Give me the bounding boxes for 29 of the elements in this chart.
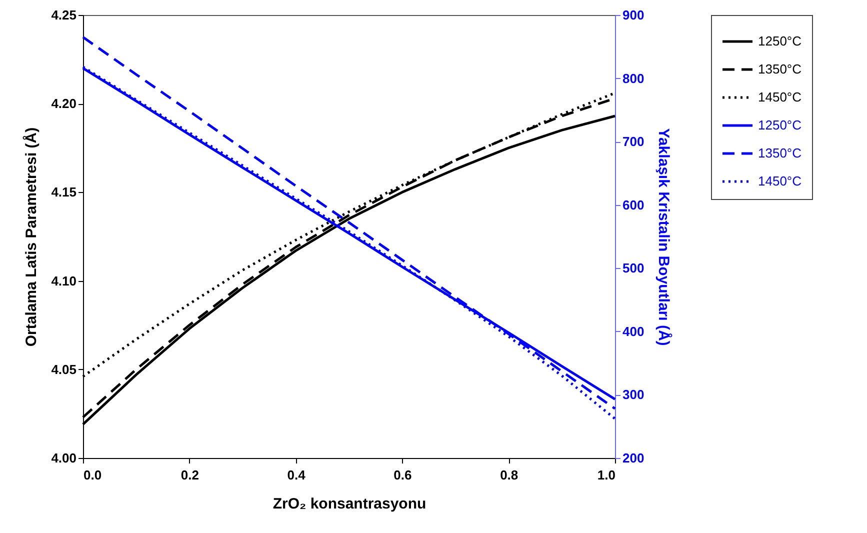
y2-tick-label: 300 — [622, 387, 644, 402]
x-tick-label: 1.0 — [597, 468, 616, 482]
y2-tick-label: 500 — [622, 260, 644, 276]
y2-tick-label: 200 — [622, 450, 644, 466]
legend-label: 1350°C — [758, 62, 802, 76]
y2-axis-title: Yaklaşık Kristalin Boyutları (Å) — [655, 128, 674, 346]
y-tick-label: 4.10 — [51, 273, 76, 288]
y2-tick-label: 700 — [622, 134, 644, 150]
y-tick-label: 4.15 — [51, 184, 76, 200]
x-tick-label: 0.2 — [180, 468, 199, 482]
x-tick-label: 0.8 — [500, 468, 518, 482]
legend-label: 1450°C — [758, 174, 802, 188]
x-tick-label: 0.0 — [84, 468, 102, 482]
y2-tick-label: 900 — [622, 8, 644, 22]
y-tick-label: 4.20 — [51, 96, 76, 112]
y-axis-title: Ortalama Latis Parametresi (Å) — [22, 127, 40, 347]
legend-label: 1250°C — [758, 34, 802, 48]
legend-label: 1350°C — [758, 146, 802, 160]
y2-tick-label: 800 — [622, 70, 644, 86]
x-axis-title: ZrO₂ konsantrasyonu — [272, 496, 426, 512]
y-tick-label: 4.00 — [51, 450, 76, 466]
legend-label: 1450°C — [758, 90, 802, 104]
y2-tick-label: 400 — [622, 324, 644, 339]
y-tick-label: 4.05 — [51, 362, 76, 377]
x-tick-label: 0.6 — [394, 468, 412, 482]
y-tick-label: 4.25 — [51, 8, 76, 22]
legend-label: 1250°C — [758, 118, 802, 132]
x-tick-label: 0.4 — [287, 468, 306, 482]
y2-tick-label: 600 — [622, 197, 644, 212]
